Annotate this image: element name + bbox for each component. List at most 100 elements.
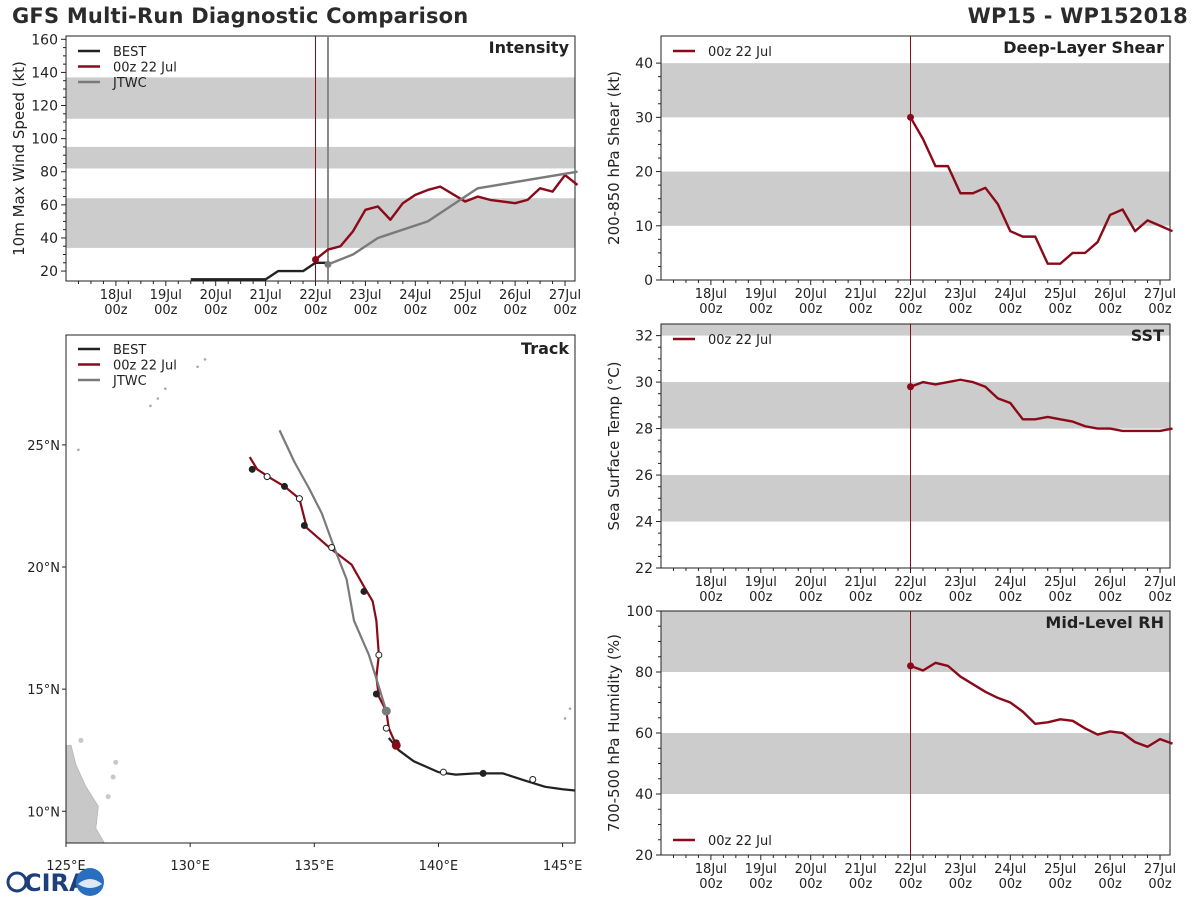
cira-logo-icon	[6, 871, 28, 893]
x-tick-label: 00z	[503, 303, 527, 318]
y-axis-label: 10m Max Wind Speed (kt)	[10, 61, 28, 256]
panel-title: Mid-Level RH	[1045, 613, 1164, 632]
lon-tick-label: 125°E	[46, 859, 86, 874]
y-tick-label: 32	[635, 329, 653, 345]
shaded-band	[661, 324, 1170, 336]
shaded-band	[661, 171, 1170, 226]
x-tick-label: 00z	[999, 590, 1023, 605]
small-island	[579, 683, 582, 686]
x-tick-label: 19Jul	[745, 575, 777, 590]
y-axis-label: 200-850 hPa Shear (kt)	[605, 71, 623, 245]
x-tick-label: 26Jul	[1094, 862, 1126, 877]
shaded-band	[66, 77, 575, 119]
track-position-marker	[328, 543, 336, 551]
x-tick-label: 00z	[749, 302, 773, 317]
y-tick-label: 40	[635, 787, 653, 803]
track-position-marker	[263, 473, 271, 481]
x-tick-label: 00z	[1148, 590, 1172, 605]
legend: 00z 22 Jul	[673, 45, 772, 60]
x-tick-label: 21Jul	[844, 575, 876, 590]
x-tick-label: 00z	[999, 302, 1023, 317]
x-tick-label: 24Jul	[994, 575, 1026, 590]
x-tick-label: 22Jul	[299, 288, 331, 303]
x-tick-label: 00z	[154, 303, 178, 318]
x-tick-label: 00z	[254, 303, 278, 318]
shaded-band	[661, 475, 1170, 522]
lat-tick-label: 25°N	[27, 439, 60, 454]
x-tick-label: 00z	[1098, 877, 1122, 892]
x-tick-label: 00z	[699, 302, 723, 317]
x-tick-label: 22Jul	[894, 862, 926, 877]
track-position-marker	[382, 724, 390, 732]
page-title: GFS Multi-Run Diagnostic Comparison	[12, 4, 469, 28]
small-island	[77, 448, 80, 452]
legend-label: 00z 22 Jul	[113, 61, 177, 76]
x-tick-label: 00z	[899, 302, 923, 317]
land-layer	[66, 358, 582, 843]
x-tick-label: 00z	[553, 303, 577, 318]
small-island	[113, 759, 119, 765]
series-line-best	[190, 261, 328, 281]
small-island	[568, 707, 572, 710]
y-tick-label: 10	[635, 219, 653, 235]
y-tick-label: 30	[635, 375, 653, 391]
track-line-best	[387, 737, 575, 792]
legend-label: JTWC	[112, 76, 147, 91]
y-tick-label: 80	[40, 165, 58, 181]
x-tick-label: 19Jul	[150, 288, 182, 303]
x-tick-label: 00z	[1148, 877, 1172, 892]
x-tick-label: 20Jul	[795, 862, 827, 877]
series-start-marker	[907, 383, 915, 391]
track-position-marker	[381, 706, 391, 716]
x-tick-label: 22Jul	[894, 575, 926, 590]
panel-title: Deep-Layer Shear	[1003, 38, 1164, 57]
x-tick-label: 21Jul	[249, 288, 281, 303]
legend: 00z 22 Jul	[673, 333, 772, 348]
y-tick-label: 60	[635, 726, 653, 742]
x-tick-label: 26Jul	[1094, 575, 1126, 590]
y-tick-label: 0	[644, 273, 653, 289]
x-tick-label: 25Jul	[1044, 287, 1076, 302]
series-line-jtwc	[327, 170, 578, 266]
y-tick-label: 60	[40, 198, 58, 214]
x-tick-label: 00z	[899, 877, 923, 892]
series-line-00z-22-jul	[910, 661, 1173, 748]
series-start-marker	[324, 260, 332, 268]
x-tick-label: 18Jul	[100, 288, 132, 303]
track-position-marker	[439, 768, 447, 776]
x-tick-label: 00z	[749, 590, 773, 605]
storm-id-title: WP15 - WP152018	[967, 4, 1188, 28]
x-tick-label: 00z	[799, 302, 823, 317]
x-tick-label: 18Jul	[695, 862, 727, 877]
x-tick-label: 19Jul	[745, 287, 777, 302]
x-tick-label: 23Jul	[349, 288, 381, 303]
x-tick-label: 00z	[404, 303, 428, 318]
x-tick-label: 00z	[1148, 302, 1172, 317]
x-tick-label: 26Jul	[1094, 287, 1126, 302]
x-tick-label: 00z	[949, 877, 973, 892]
shaded-band	[661, 382, 1170, 429]
x-tick-label: 00z	[899, 590, 923, 605]
swirl-icon	[78, 879, 102, 888]
y-tick-label: 100	[31, 132, 58, 148]
x-tick-label: 00z	[749, 877, 773, 892]
x-tick-label: 00z	[949, 590, 973, 605]
y-tick-label: 22	[635, 561, 653, 577]
shaded-band	[661, 63, 1170, 118]
x-tick-label: 21Jul	[844, 862, 876, 877]
track-position-marker	[372, 690, 380, 698]
legend-label: 00z 22 Jul	[708, 333, 772, 348]
track-position-marker	[375, 651, 383, 659]
x-tick-label: 25Jul	[1044, 575, 1076, 590]
tracks-layer	[248, 429, 575, 792]
small-island	[78, 737, 84, 743]
track-position-marker	[280, 482, 288, 490]
x-tick-label: 00z	[999, 877, 1023, 892]
cira-logo: CIRA	[4, 866, 108, 898]
small-island	[156, 397, 160, 400]
y-tick-label: 28	[635, 422, 653, 438]
sst-plot: 22242628303218Jul00z19Jul00z20Jul00z21Ju…	[605, 323, 1176, 605]
x-tick-label: 00z	[204, 303, 228, 318]
landmass	[66, 744, 105, 843]
